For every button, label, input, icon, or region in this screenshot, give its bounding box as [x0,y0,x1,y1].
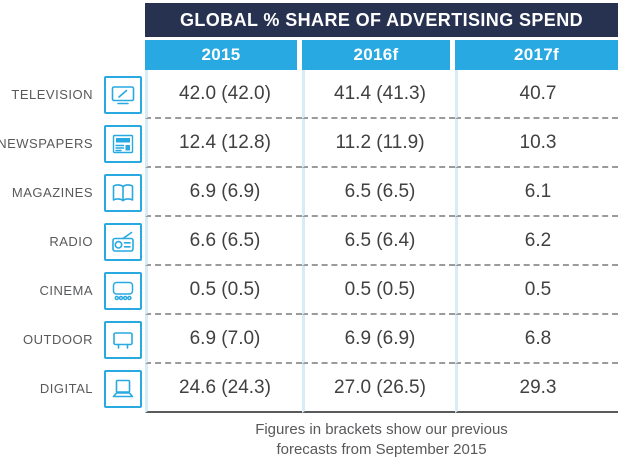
television-icon [103,75,142,114]
digital-icon [103,369,142,408]
value-cell: 29.3 [455,364,618,413]
value-cell: 0.5 [455,266,618,315]
table-row-radio: RADIO 6.6 (6.5) 6.5 (6.4) 6.2 [0,217,622,266]
table-row-cinema: CINEMA 0.5 (0.5) 0.5 (0.5) 0.5 [0,266,622,315]
column-header-row: 2015 2016f 2017f [145,40,618,70]
column-header-2015: 2015 [145,40,297,70]
value-cell: 24.6 (24.3) [145,364,302,413]
radio-icon [103,222,142,261]
value-cell: 6.2 [455,217,618,266]
row-label: RADIO [49,234,93,249]
value-cell: 0.5 (0.5) [302,266,455,315]
value-cell: 6.5 (6.4) [302,217,455,266]
row-label: CINEMA [39,283,93,298]
value-cell: 10.3 [455,119,618,168]
footnote-line-1: Figures in brackets show our previous [255,421,508,438]
value-cell: 12.4 (12.8) [145,119,302,168]
row-label: OUTDOOR [23,332,93,347]
value-cell: 27.0 (26.5) [302,364,455,413]
table-title: GLOBAL % SHARE OF ADVERTISING SPEND [145,3,618,37]
value-cell: 11.2 (11.9) [302,119,455,168]
value-cell: 6.1 [455,168,618,217]
value-cell: 6.9 (6.9) [302,315,455,364]
row-label: DIGITAL [39,381,93,396]
row-label: MAGAZINES [11,185,93,200]
footnote-line-2: forecasts from September 2015 [276,440,487,458]
newspaper-icon [103,124,142,163]
value-cell: 0.5 (0.5) [145,266,302,315]
column-header-2017f: 2017f [455,40,618,70]
magazine-icon [103,173,142,212]
footnote: Figures in brackets show our previous fo… [145,413,618,459]
row-label: TELEVISION [11,87,93,102]
column-header-2016f: 2016f [302,40,450,70]
table-row-outdoor: OUTDOOR 6.9 (7.0) 6.9 (6.9) 6.8 [0,315,622,364]
cinema-icon [103,271,142,310]
value-cell: 6.9 (6.9) [145,168,302,217]
outdoor-icon [103,320,142,359]
table-row-newspapers: NEWSPAPERS 12.4 (12.8) 11.2 (11.9) 10.3 [0,119,622,168]
value-cell: 41.4 (41.3) [302,70,455,119]
table-row-magazines: MAGAZINES 6.9 (6.9) 6.5 (6.5) 6.1 [0,168,622,217]
table-row-television: TELEVISION 42.0 (42.0) 41.4 (41.3) 40.7 [0,70,622,119]
value-cell: 6.9 (7.0) [145,315,302,364]
value-cell: 6.8 [455,315,618,364]
row-label: NEWSPAPERS [0,136,93,151]
value-cell: 40.7 [455,70,618,119]
value-cell: 6.6 (6.5) [145,217,302,266]
value-cell: 42.0 (42.0) [145,70,302,119]
table-row-digital: DIGITAL 24.6 (24.3) 27.0 (26.5) 29.3 [0,364,622,413]
value-cell: 6.5 (6.5) [302,168,455,217]
